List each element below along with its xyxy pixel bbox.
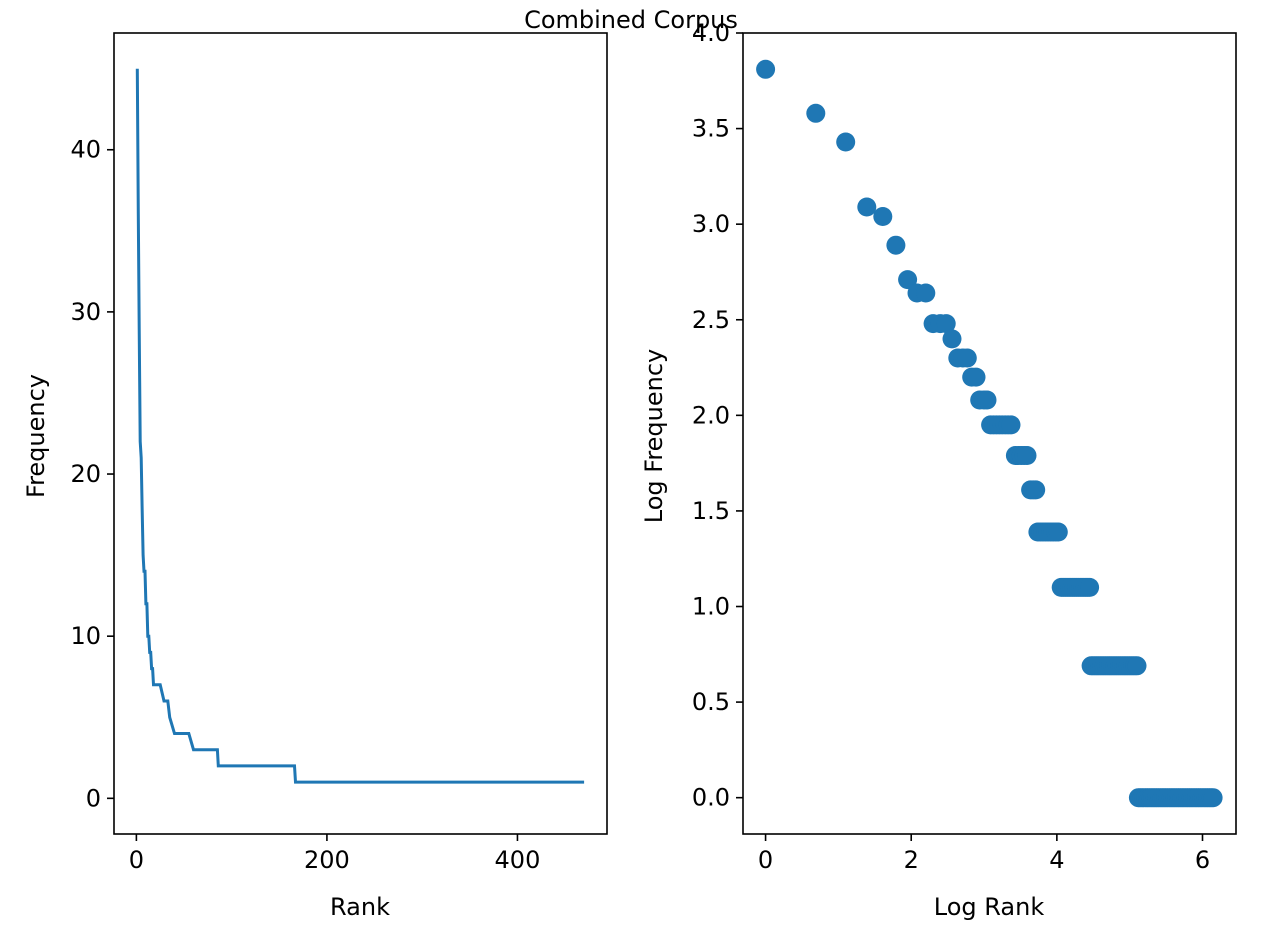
scatter-point — [966, 367, 986, 387]
y-tick-label: 3.5 — [692, 115, 730, 143]
y-tick-label: 20 — [70, 460, 101, 488]
scatter-point — [806, 103, 826, 123]
scatter-point — [1048, 522, 1068, 542]
scatter-point — [1127, 656, 1147, 676]
scatter-point — [1001, 415, 1021, 435]
y-tick-label: 40 — [70, 136, 101, 164]
x-tick-label: 200 — [304, 846, 350, 874]
right-plot-y-label: Log Frequency — [640, 349, 668, 523]
scatter-point — [898, 270, 918, 290]
x-tick-label: 4 — [1049, 846, 1064, 874]
scatter-point — [957, 348, 977, 368]
y-tick-label: 3.0 — [692, 210, 730, 238]
right-plot-x-ticks: 0 2 4 6 — [758, 834, 1210, 874]
left-plot-y-ticks: 0 10 20 30 40 — [70, 136, 114, 812]
y-tick-label: 2.0 — [692, 401, 730, 429]
scatter-point — [916, 283, 936, 303]
right-plot-scatter-series — [756, 59, 1223, 808]
left-plot-x-ticks: 0 200 400 — [129, 834, 541, 874]
x-tick-label: 6 — [1195, 846, 1210, 874]
scatter-point — [1080, 577, 1100, 597]
right-plot-x-label: Log Rank — [934, 893, 1045, 921]
scatter-point — [857, 197, 877, 217]
scatter-point — [977, 390, 997, 410]
left-plot: 0 200 400 0 10 20 30 40 Rank Frequency — [22, 32, 608, 921]
figure-title: Combined Corpus — [524, 6, 738, 34]
y-tick-label: 2.5 — [692, 306, 730, 334]
left-plot-line-series — [135, 68, 585, 784]
x-tick-label: 2 — [904, 846, 919, 874]
scatter-point — [1203, 788, 1223, 808]
y-tick-label: 0.5 — [692, 688, 730, 716]
scatter-point — [1026, 480, 1046, 500]
left-plot-y-label: Frequency — [22, 374, 50, 498]
y-tick-label: 10 — [70, 622, 101, 650]
y-tick-label: 30 — [70, 298, 101, 326]
scatter-point — [756, 59, 776, 79]
scatter-point — [942, 329, 962, 349]
scatter-point — [1017, 446, 1037, 465]
scatter-point — [936, 314, 956, 334]
frequency-line — [135, 68, 585, 784]
right-plot-frame — [742, 32, 1237, 835]
y-tick-label: 1.0 — [692, 593, 730, 621]
y-tick-label: 0 — [86, 784, 101, 812]
left-plot-x-label: Rank — [330, 893, 390, 921]
right-plot-y-ticks: 0.0 0.5 1.0 1.5 2.0 2.5 3.0 3.5 4.0 — [692, 19, 743, 812]
x-tick-label: 0 — [758, 846, 773, 874]
x-tick-label: 400 — [495, 846, 541, 874]
y-tick-label: 4.0 — [692, 19, 730, 47]
y-tick-label: 0.0 — [692, 784, 730, 812]
right-plot: 0 2 4 6 0.0 0.5 1.0 1.5 2.0 2.5 3.0 3.5 4.0 Log Ran… — [640, 19, 1237, 921]
y-tick-label: 1.5 — [692, 497, 730, 525]
scatter-point — [886, 235, 906, 255]
left-plot-frame — [113, 32, 608, 835]
scatter-point — [873, 207, 893, 226]
x-tick-label: 0 — [129, 846, 144, 874]
scatter-point — [836, 132, 856, 152]
